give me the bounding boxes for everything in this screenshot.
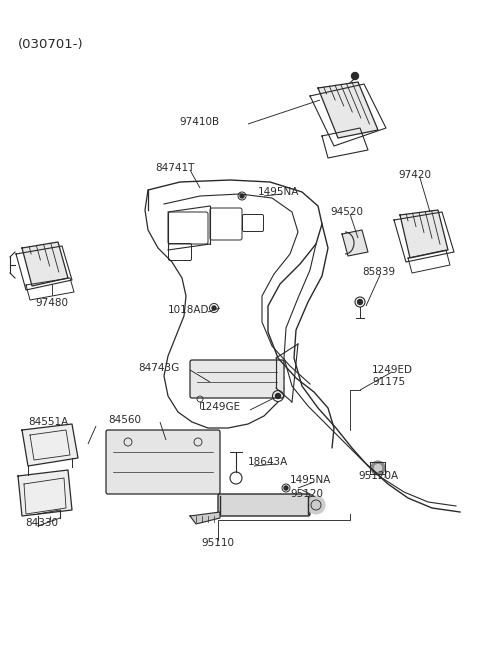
Circle shape xyxy=(374,464,382,472)
Circle shape xyxy=(284,486,288,490)
Text: 1018AD: 1018AD xyxy=(168,305,209,315)
Circle shape xyxy=(212,306,216,310)
Text: 97410B: 97410B xyxy=(180,117,220,127)
Circle shape xyxy=(351,73,359,79)
Text: 95120A: 95120A xyxy=(358,471,398,481)
Text: 1495NA: 1495NA xyxy=(290,475,331,485)
Circle shape xyxy=(358,299,362,305)
Polygon shape xyxy=(22,424,78,466)
FancyBboxPatch shape xyxy=(218,494,310,516)
Circle shape xyxy=(240,194,244,198)
Text: 95120: 95120 xyxy=(290,489,323,499)
Circle shape xyxy=(371,461,385,475)
Text: 84551A: 84551A xyxy=(28,417,68,427)
FancyBboxPatch shape xyxy=(106,430,220,494)
Text: 97480: 97480 xyxy=(36,298,69,308)
Text: 84743G: 84743G xyxy=(138,363,179,373)
Text: 85839: 85839 xyxy=(362,267,395,277)
Text: 84330: 84330 xyxy=(25,518,59,528)
Polygon shape xyxy=(190,512,220,524)
Circle shape xyxy=(307,496,325,514)
Text: 95110: 95110 xyxy=(202,538,235,548)
Text: 1249ED: 1249ED xyxy=(372,365,413,375)
Polygon shape xyxy=(22,242,68,286)
Text: 84560: 84560 xyxy=(108,415,141,425)
Text: 1249GE: 1249GE xyxy=(200,402,241,412)
Circle shape xyxy=(276,394,280,398)
Text: 84741T: 84741T xyxy=(155,163,194,173)
Text: 97420: 97420 xyxy=(398,170,431,180)
Text: 18643A: 18643A xyxy=(248,457,288,467)
Polygon shape xyxy=(18,470,72,516)
Text: (030701-): (030701-) xyxy=(18,38,84,51)
Text: 91175: 91175 xyxy=(372,377,405,387)
Polygon shape xyxy=(400,210,448,258)
Text: 94520: 94520 xyxy=(330,207,363,217)
Text: 1495NA: 1495NA xyxy=(258,187,300,197)
Polygon shape xyxy=(342,230,368,256)
Polygon shape xyxy=(318,82,378,138)
FancyBboxPatch shape xyxy=(190,360,284,398)
